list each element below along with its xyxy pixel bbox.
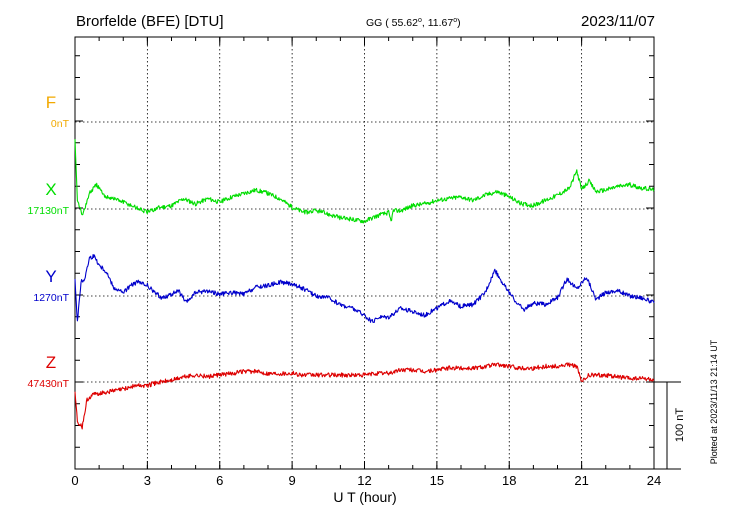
x-tick-label: 24: [647, 473, 661, 488]
baseline-label-z: 47430nT: [28, 378, 70, 390]
series-line-z: [74, 362, 655, 430]
series-label-y: Y: [45, 267, 56, 286]
scale-bar: 100 nT: [654, 381, 686, 470]
x-tick-label: 21: [574, 473, 588, 488]
coordinates: GG ( 55.62o, 11.67o): [366, 17, 461, 29]
chart-title: Brorfelde (BFE) [DTU]: [76, 13, 224, 30]
scale-bar-label: 100 nT: [674, 408, 686, 443]
series-group: [74, 139, 655, 430]
baseline-label-f: 0nT: [51, 118, 70, 130]
degree-mark-lon: o: [453, 17, 457, 24]
x-tick-label: 6: [216, 473, 223, 488]
series-label-z: Z: [46, 353, 56, 372]
grid: [75, 37, 654, 469]
chart-date: 2023/11/07: [581, 13, 655, 30]
baseline-label-y: 1270nT: [33, 292, 69, 304]
component-labels: F 0nT X 17130nT Y 1270nT Z 47430nT: [28, 93, 70, 390]
x-tick-label: 9: [289, 473, 296, 488]
coordinates-lon: , 11.67: [422, 17, 453, 29]
coordinates-lat: GG ( 55.62: [366, 17, 418, 29]
series-line-y: [74, 254, 655, 324]
series-label-f: F: [46, 93, 56, 112]
x-tick-label: 18: [502, 473, 516, 488]
x-tick-label: 3: [144, 473, 151, 488]
x-tick-label: 15: [430, 473, 444, 488]
x-axis-label: U T (hour): [333, 489, 396, 505]
coordinates-close: ): [457, 17, 461, 29]
degree-mark-lat: o: [418, 17, 422, 24]
x-tick-label: 0: [71, 473, 78, 488]
series-label-x: X: [45, 180, 56, 199]
baseline-label-x: 17130nT: [28, 205, 70, 217]
plotted-at-note: Plotted at 2023/11/13 21:14 UT: [709, 339, 719, 464]
series-line-x: [74, 139, 655, 224]
axis-ticks: 0 3 6 9 12 15 18 21 24: [71, 37, 661, 488]
x-tick-label: 12: [357, 473, 371, 488]
